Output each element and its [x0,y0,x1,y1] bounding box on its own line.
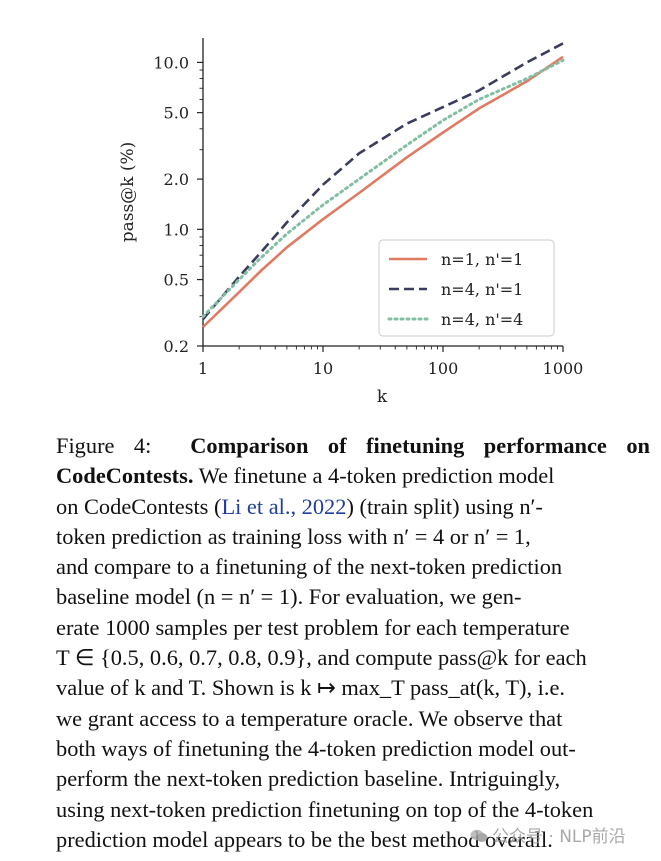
caption-line-5: and compare to a finetuning of the next-… [56,554,563,580]
x-tick-label: 1000 [543,359,584,378]
caption-line-11: both ways of finetuning the 4-token pred… [56,735,576,761]
caption-line-13: using next-token prediction finetuning o… [56,796,594,822]
y-axis-label: pass@k (%) [118,142,138,243]
caption-text-l3a: on CodeContests ( [56,493,222,519]
caption-line-1: Figure 4: Comparison of finetuning perfo… [56,431,650,461]
caption-line-8: T ∈ {0.5, 0.6, 0.7, 0.8, 0.9}, and compu… [56,645,587,671]
wechat-icon [470,829,488,842]
caption-text-l2: We finetune a 4-token prediction model [193,463,555,489]
chart-axes [202,38,563,347]
y-tick-label: 1.0 [164,220,189,239]
watermark: 公众号 · NLP前沿 [470,822,626,847]
y-tick-label: 0.5 [164,271,189,290]
caption-line-2: CodeContests. We finetune a 4-token pred… [56,461,650,491]
y-tick-label: 2.0 [164,170,189,189]
caption-line-3: on CodeContests (Li et al., 2022) (train… [56,492,650,522]
citation-link[interactable]: Li et al., 2022 [221,493,347,519]
figure-caption: Figure 4: Comparison of finetuning perfo… [56,431,650,855]
chart-figure: 1 10 100 1000 0.2 0.5 1.0 2.0 5.0 10.0 k pass@k (… [118,38,583,407]
figure-label: Figure 4: [56,433,152,458]
series-line-3 [201,58,565,319]
chart-lines [201,42,565,328]
caption-line-10: we grant access to a temperature oracle.… [56,705,563,731]
caption-text-l3b: ) (train split) using n′- [346,493,543,519]
y-tick-label: 5.0 [164,104,189,123]
series-line-2 [202,42,564,320]
chart-legend: n=1, n'=1 n=4, n'=1 n=4, n'=4 [378,239,555,337]
legend-box [378,239,555,337]
caption-line-7: erate 1000 samples per test problem for … [56,614,570,640]
legend-label-1: n=1, n'=1 [441,250,523,269]
caption-title-part1: Comparison of finetuning performance on [190,433,650,458]
watermark-text: 公众号 · NLP前沿 [492,827,626,847]
caption-line-14: prediction model appears to be the best … [56,826,553,852]
x-tick-label: 10 [313,359,333,378]
legend-label-3: n=4, n'=4 [441,310,523,329]
caption-line-4: token prediction as training loss with n… [56,523,531,549]
chart-ticks: 1 10 100 1000 0.2 0.5 1.0 2.0 5.0 10.0 [153,53,583,378]
caption-title-part2: CodeContests. [56,463,194,489]
legend-label-2: n=4, n'=1 [441,280,523,299]
x-tick-label: 1 [198,359,208,378]
y-tick-label: 0.2 [164,337,189,356]
caption-line-12: perform the next-token prediction baseli… [56,766,561,792]
caption-line-9: value of k and T. Shown is k ↦ max_T pas… [56,675,566,701]
x-axis-label: k [377,387,388,407]
y-tick-label: 10.0 [153,53,189,72]
x-tick-label: 100 [428,359,459,378]
series-line-1 [202,55,564,328]
caption-line-6: baseline model (n = n′ = 1). For evaluat… [56,584,522,610]
